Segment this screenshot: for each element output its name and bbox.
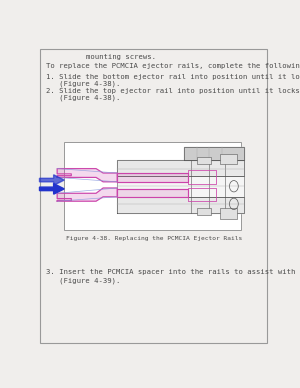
Polygon shape [117,176,244,197]
Polygon shape [117,197,244,213]
Text: mounting screws.: mounting screws. [52,54,157,60]
Text: 2. Slide the top ejector rail into position until it locks into place: 2. Slide the top ejector rail into posit… [46,88,300,94]
Text: (Figure 4-38).: (Figure 4-38). [46,94,120,101]
Bar [197,157,211,164]
Polygon shape [117,173,188,182]
Polygon shape [40,184,64,194]
Polygon shape [57,188,117,201]
Polygon shape [40,175,64,185]
Bar [197,208,211,215]
Polygon shape [117,189,188,197]
Text: (Figure 4-38).: (Figure 4-38). [46,81,120,87]
Text: Figure 4-38. Replacing the PCMCIA Ejector Rails: Figure 4-38. Replacing the PCMCIA Ejecto… [66,236,242,241]
Polygon shape [184,147,244,160]
Text: 1. Slide the bottom ejector rail into position until it locks into place: 1. Slide the bottom ejector rail into po… [46,74,300,80]
Polygon shape [117,160,244,176]
Text: To replace the PCMCIA ejector rails, complete the following steps:: To replace the PCMCIA ejector rails, com… [46,63,300,69]
Bar [220,154,237,164]
Text: (Figure 4-39).: (Figure 4-39). [46,277,120,284]
Polygon shape [57,169,117,182]
Bar [220,208,237,219]
Text: 3. Insert the PCMCIA spacer into the rails to assist with rail alignment: 3. Insert the PCMCIA spacer into the rai… [46,269,300,275]
Bar [64,142,241,230]
